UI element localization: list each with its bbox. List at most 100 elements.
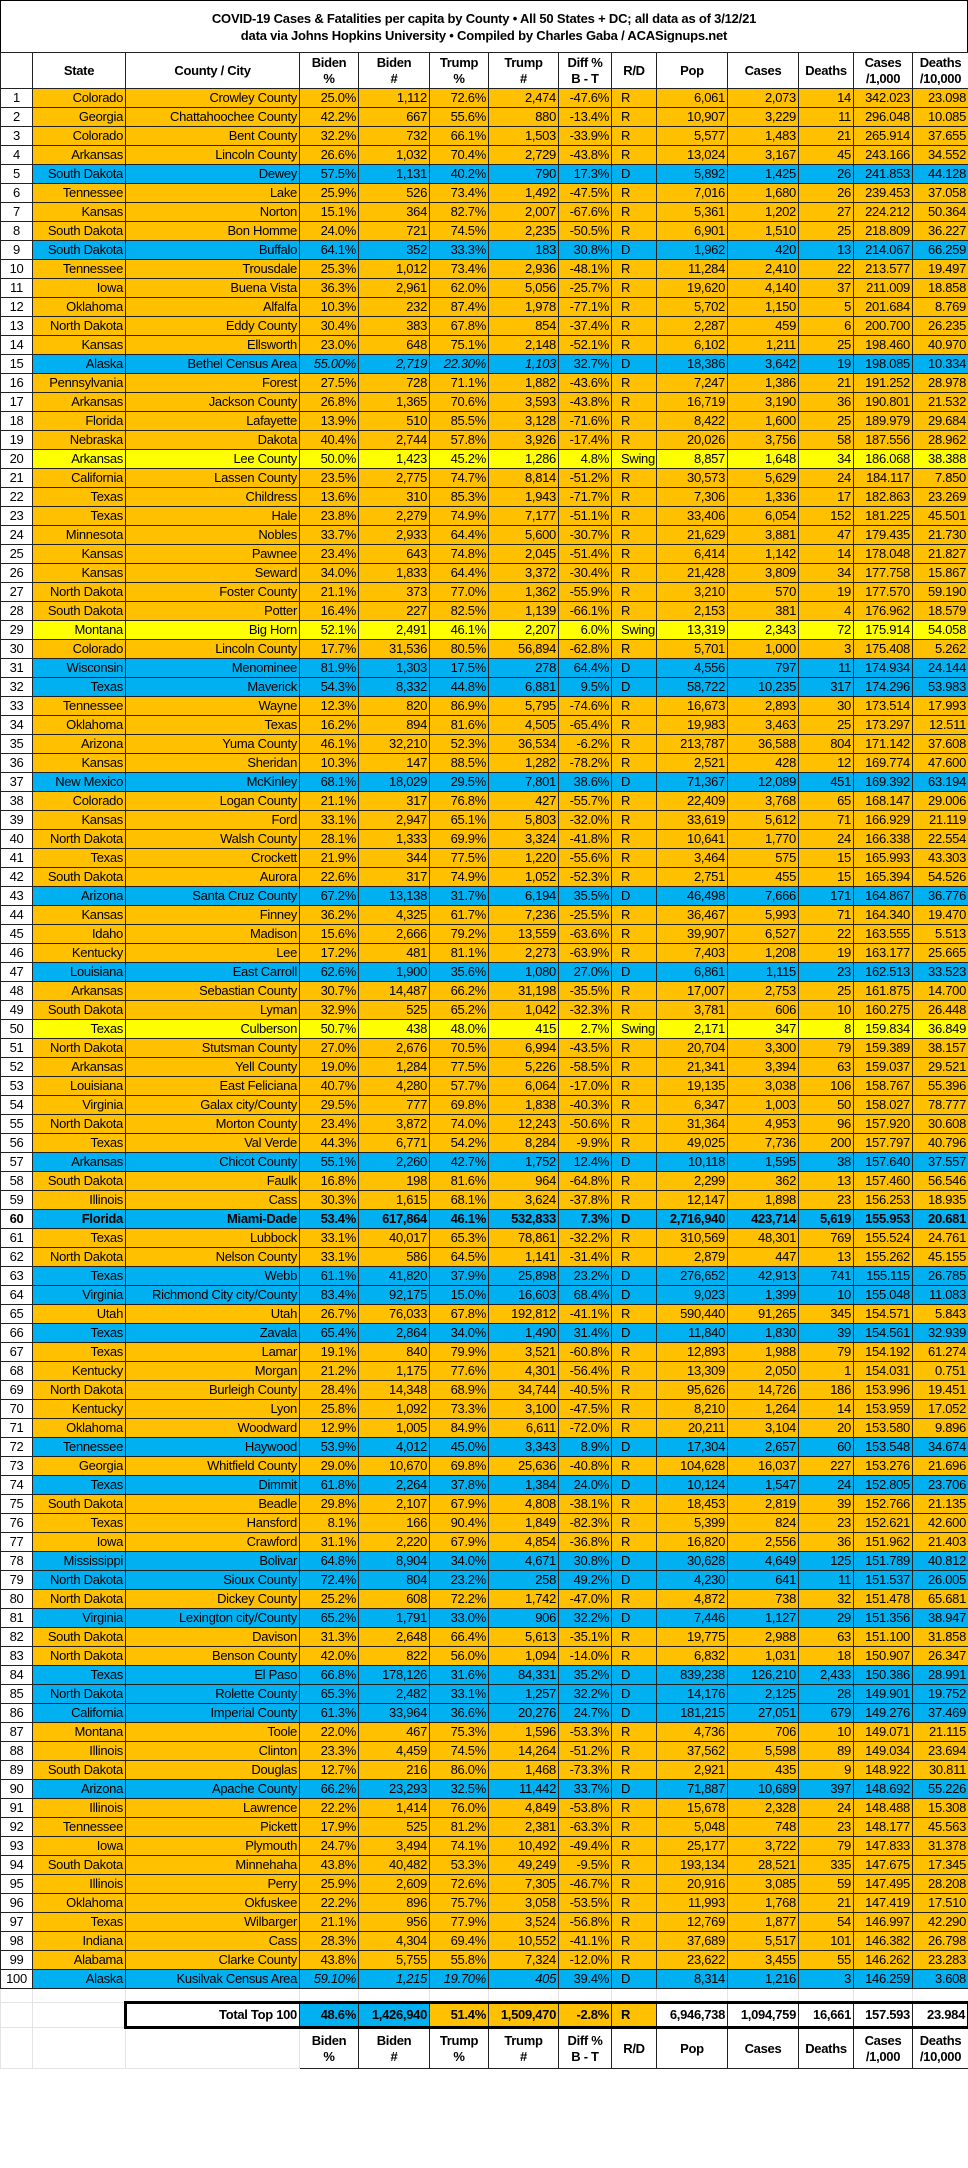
cell-biden-pct: 68.1% — [299, 772, 359, 792]
cell-biden-pct: 50.0% — [299, 449, 359, 469]
cell-county: Rolette County — [125, 1684, 300, 1704]
cell-trump-num: 3,100 — [488, 1399, 559, 1419]
cell-biden-pct: 23.4% — [299, 1114, 359, 1134]
cell-pop: 33,406 — [656, 506, 728, 526]
cell-cases-per-1000: 169.774 — [853, 753, 913, 773]
cell-rd: R — [611, 1874, 657, 1894]
cell-pop: 30,573 — [656, 468, 728, 488]
cell-trump-num: 4,671 — [488, 1551, 559, 1571]
cell-biden-pct: 15.1% — [299, 202, 359, 222]
cell-diff: 30.8% — [558, 240, 612, 260]
cell-state: Minnesota — [32, 525, 126, 545]
cell-biden-pct: 22.2% — [299, 1798, 359, 1818]
cell-rd: D — [611, 677, 657, 697]
cell-pop: 7,403 — [656, 943, 728, 963]
cell-state: Arkansas — [32, 449, 126, 469]
cell-trump-pct: 81.6% — [429, 1171, 489, 1191]
cell-deaths-per-10000: 42.290 — [912, 1912, 968, 1932]
cell-rd: R — [611, 430, 657, 450]
cell-state: North Dakota — [32, 1038, 126, 1058]
cell-diff: 68.4% — [558, 1285, 612, 1305]
cell-cases: 36,588 — [727, 734, 799, 754]
cell-state: Virginia — [32, 1608, 126, 1628]
cell-biden-num: 2,482 — [358, 1684, 430, 1704]
cell-state: North Dakota — [32, 582, 126, 602]
header-state: State — [32, 52, 126, 89]
cell-pop: 6,414 — [656, 544, 728, 564]
cell-county: Seward — [125, 563, 300, 583]
cell-cases-per-1000: 190.801 — [853, 392, 913, 412]
cell-deaths: 9 — [798, 1760, 854, 1780]
cell-rank: 95 — [0, 1874, 33, 1894]
table-row: 70 Kentucky Lyon 25.8% 1,092 73.3% 3,100 -47.5%… — [0, 1399, 968, 1419]
cell-diff: -51.4% — [558, 544, 612, 564]
table-body: 1 Colorado Crowley County 25.0% 1,112 72.6% 2,… — [0, 88, 968, 1989]
cell-cases-per-1000: 153.959 — [853, 1399, 913, 1419]
cell-biden-pct: 24.7% — [299, 1836, 359, 1856]
cell-rank: 19 — [0, 430, 33, 450]
header-line-2: % — [453, 70, 465, 86]
cell-cases-per-1000: 182.863 — [853, 487, 913, 507]
cell-cases: 7,736 — [727, 1133, 799, 1153]
cell-rd: D — [611, 1323, 657, 1343]
cell-pop: 276,652 — [656, 1266, 728, 1286]
cell-state: Texas — [32, 1665, 126, 1685]
footer-header-deaths: Deaths — [798, 2027, 854, 2069]
cell-deaths-per-10000: 44.128 — [912, 164, 968, 184]
cell-biden-num: 76,033 — [358, 1304, 430, 1324]
cell-rd: R — [611, 1931, 657, 1951]
cell-biden-num: 840 — [358, 1342, 430, 1362]
cell-biden-num: 617,864 — [358, 1209, 430, 1229]
cell-rd: R — [611, 1380, 657, 1400]
table-row: 63 Texas Webb 61.1% 41,820 37.9% 25,898 23.2% D 2… — [0, 1266, 968, 1286]
cell-rank: 52 — [0, 1057, 33, 1077]
cell-rank: 60 — [0, 1209, 33, 1229]
cell-deaths-per-10000: 34.674 — [912, 1437, 968, 1457]
cell-rank: 51 — [0, 1038, 33, 1058]
cell-trump-num: 3,324 — [488, 829, 559, 849]
cell-county: Big Horn — [125, 620, 300, 640]
cell-biden-pct: 50.7% — [299, 1019, 359, 1039]
cell-cases: 1,216 — [727, 1969, 799, 1989]
cell-biden-pct: 26.6% — [299, 145, 359, 165]
cell-pop: 20,026 — [656, 430, 728, 450]
footer-header-pop: Pop — [656, 2027, 728, 2069]
cell-rd: R — [611, 1228, 657, 1248]
cell-trump-num: 4,849 — [488, 1798, 559, 1818]
cell-biden-num: 352 — [358, 240, 430, 260]
cell-deaths: 3 — [798, 1969, 854, 1989]
header-line-2: /1,000 — [865, 2048, 901, 2064]
cell-cases: 3,190 — [727, 392, 799, 412]
cell-rank: 87 — [0, 1722, 33, 1742]
cell-deaths: 23 — [798, 1817, 854, 1837]
cell-trump-num: 1,978 — [488, 297, 559, 317]
cell-cases: 1,386 — [727, 373, 799, 393]
cell-biden-pct: 23.8% — [299, 506, 359, 526]
cell-deaths-per-10000: 50.364 — [912, 202, 968, 222]
cell-biden-pct: 40.4% — [299, 430, 359, 450]
cell-county: Yell County — [125, 1057, 300, 1077]
cell-deaths: 22 — [798, 924, 854, 944]
cell-state: South Dakota — [32, 221, 126, 241]
header-line-1: State — [63, 62, 95, 78]
cell-pop: 8,857 — [656, 449, 728, 469]
cell-trump-pct: 76.8% — [429, 791, 489, 811]
cell-rank: 14 — [0, 335, 33, 355]
cell-pop: 4,230 — [656, 1570, 728, 1590]
header-line-2: % — [323, 70, 335, 86]
cell-cases-per-1000: 153.996 — [853, 1380, 913, 1400]
cell-trump-pct: 37.8% — [429, 1475, 489, 1495]
cell-rank: 29 — [0, 620, 33, 640]
cell-cases-per-1000: 152.805 — [853, 1475, 913, 1495]
cell-biden-num: 2,609 — [358, 1874, 430, 1894]
cell-diff: -51.1% — [558, 506, 612, 526]
cell-cases-per-1000: 151.478 — [853, 1589, 913, 1609]
cell-cases-per-1000: 149.034 — [853, 1741, 913, 1761]
cell-cases: 797 — [727, 658, 799, 678]
cell-trump-num: 10,492 — [488, 1836, 559, 1856]
cell-rd: R — [611, 221, 657, 241]
cell-biden-num: 777 — [358, 1095, 430, 1115]
cell-cases-per-1000: 148.488 — [853, 1798, 913, 1818]
cell-trump-num: 1,882 — [488, 373, 559, 393]
cell-biden-num: 820 — [358, 696, 430, 716]
